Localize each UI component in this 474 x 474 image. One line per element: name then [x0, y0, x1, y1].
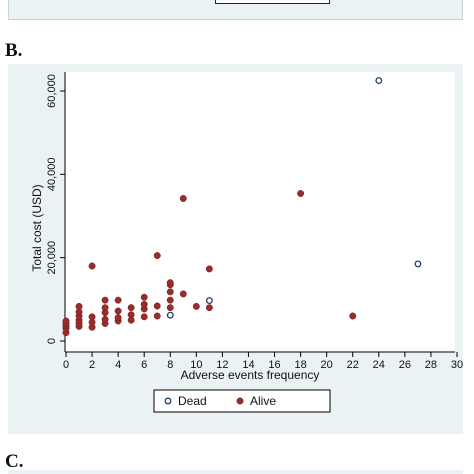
- alive-data-point: [101, 296, 109, 304]
- x-tick-label: 26: [399, 359, 411, 371]
- alive-data-point: [179, 195, 187, 202]
- alive-data-point: [192, 302, 200, 310]
- legend-marker-alive: [236, 397, 244, 405]
- alive-data-point: [153, 312, 161, 320]
- alive-data-point: [88, 313, 96, 321]
- alive-data-point: [166, 288, 174, 296]
- x-tick-label: 28: [425, 359, 437, 371]
- alive-data-point: [153, 302, 161, 310]
- y-axis-label: Total cost (USD): [30, 184, 44, 271]
- legend-label-alive: Alive: [250, 394, 276, 408]
- y-tick-label: 0: [46, 338, 58, 344]
- alive-data-point: [166, 296, 174, 304]
- alive-data-point: [75, 302, 83, 310]
- x-tick-label: 18: [294, 359, 306, 371]
- y-tick-label: 60,000: [46, 74, 58, 108]
- alive-data-point: [114, 296, 122, 304]
- plot-area: [65, 72, 455, 352]
- legend-label-dead: Dead: [178, 394, 207, 408]
- dead-data-point: [166, 311, 174, 319]
- alive-data-point: [166, 304, 174, 312]
- legend-marker-dead: [164, 397, 172, 405]
- dead-data-point: [414, 260, 422, 268]
- x-tick-label: 2: [89, 359, 95, 371]
- x-tick-label: 22: [347, 359, 359, 371]
- alive-data-point: [114, 307, 122, 315]
- alive-data-point: [140, 313, 148, 321]
- alive-data-point: [88, 262, 96, 270]
- alive-data-point: [349, 312, 357, 320]
- x-tick-label: 24: [373, 359, 385, 371]
- y-tick-label: 40,000: [46, 158, 58, 192]
- x-tick-label: 6: [141, 359, 147, 371]
- x-tick-label: 12: [216, 359, 228, 371]
- alive-data-point: [140, 293, 148, 301]
- alive-data-point: [127, 311, 135, 319]
- dead-data-point: [205, 297, 213, 305]
- previous-legend-remnant: [215, 0, 330, 4]
- x-axis-label: Adverse events frequency: [181, 368, 320, 382]
- x-tick-label: 0: [63, 359, 69, 371]
- x-tick-label: 8: [167, 359, 173, 371]
- alive-data-point: [140, 300, 148, 308]
- x-tick-label: 4: [115, 359, 121, 371]
- x-tick-label: 16: [268, 359, 280, 371]
- alive-data-point: [62, 317, 70, 325]
- next-panel-remnant: [8, 470, 463, 474]
- alive-data-point: [166, 279, 174, 287]
- alive-data-point: [101, 315, 109, 323]
- alive-data-point: [205, 265, 213, 273]
- x-tick-label: 30: [451, 359, 463, 371]
- x-tick-label: 20: [321, 359, 333, 371]
- previous-panel-remnant: [8, 0, 463, 20]
- alive-data-point: [101, 304, 109, 312]
- dead-data-point: [375, 77, 383, 85]
- x-tick-label: 10: [190, 359, 202, 371]
- alive-data-point: [179, 290, 187, 298]
- panel-label-c: C.: [5, 451, 24, 472]
- alive-data-point: [127, 304, 135, 312]
- alive-data-point: [297, 190, 305, 197]
- chart-panel: 0 2 4 6 8 10 12 14 16 18 20 22 24 26 28 30 0 20,000 40,000…: [8, 64, 463, 434]
- panel-label-b: B.: [5, 40, 23, 61]
- alive-data-point: [205, 304, 213, 312]
- y-tick-label: 20,000: [46, 241, 58, 275]
- scatter-chart: 0 2 4 6 8 10 12 14 16 18 20 22 24 26 28 30020,00040,000…: [30, 72, 463, 413]
- alive-data-point: [153, 252, 161, 260]
- alive-data-point: [114, 314, 122, 322]
- x-tick-label: 14: [242, 359, 254, 371]
